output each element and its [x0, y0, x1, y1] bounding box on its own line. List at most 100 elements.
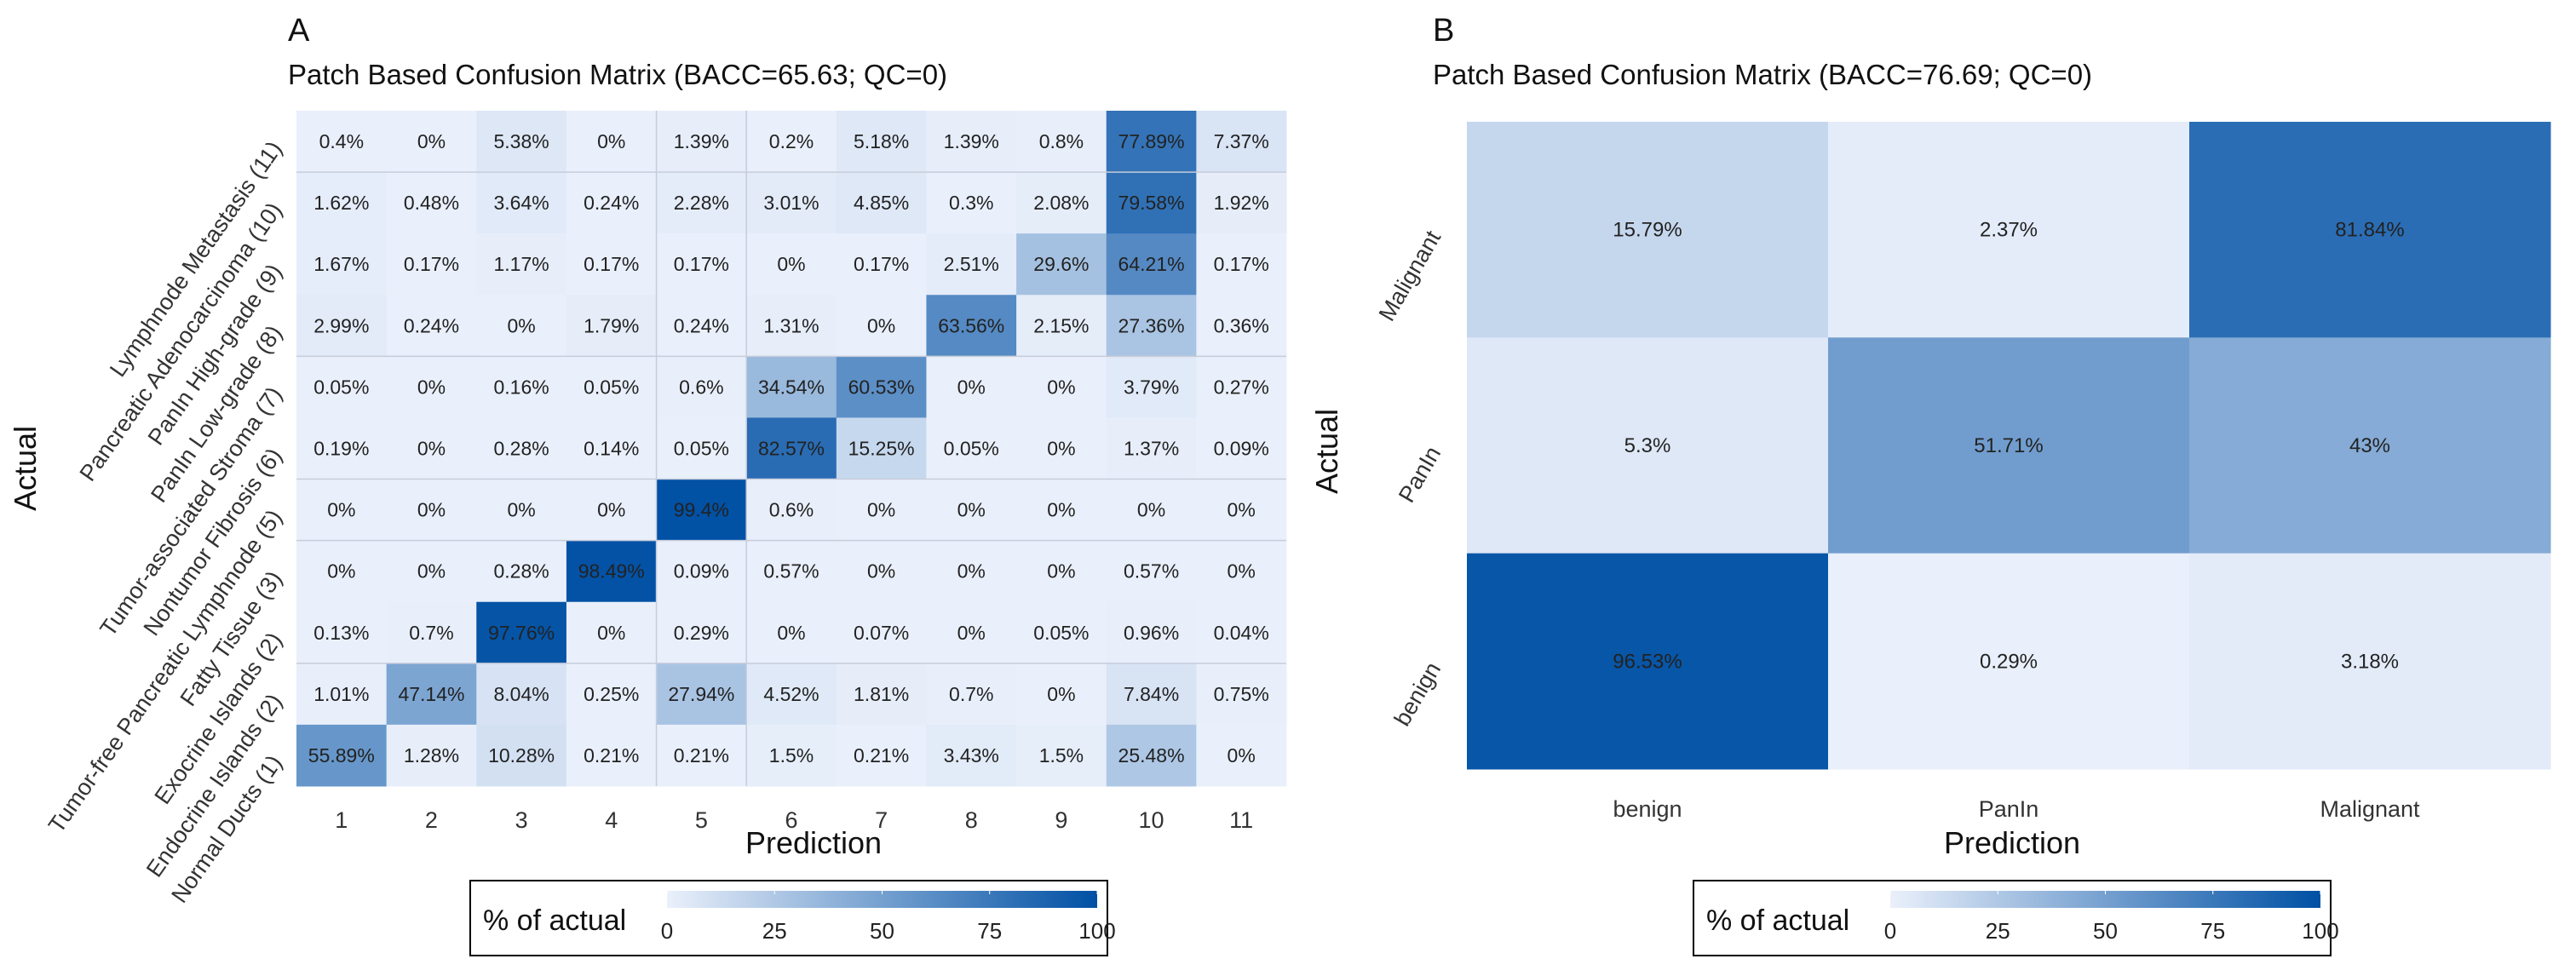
panel-a-cell	[1196, 601, 1287, 664]
panel-a-cell	[746, 601, 837, 664]
panel-a-cell	[1196, 724, 1287, 787]
panel-a-legend-ticks: 0 25 50 75 100	[661, 891, 1116, 944]
panel-a-cell	[746, 479, 837, 542]
panel-a-x-tick: 4	[605, 807, 618, 833]
panel-a-cell-label: 0.17%	[674, 253, 729, 275]
panel-a-cell	[386, 601, 477, 664]
panel-a-cell	[1016, 233, 1107, 296]
panel-a-cell	[566, 356, 658, 418]
panel-a-cell-label: 27.94%	[668, 683, 734, 705]
panel-a-cell-label: 1.62%	[313, 192, 369, 214]
panel-a-cell-label: 1.5%	[769, 744, 814, 766]
panel-a-cell-label: 1.01%	[313, 683, 369, 705]
panel-a-cell-label: 0.7%	[949, 683, 993, 705]
panel-a-cell	[746, 417, 837, 480]
panel-a-cell	[1196, 540, 1287, 603]
panel-a-cell	[296, 601, 388, 664]
panel-a-cell	[1196, 479, 1287, 542]
panel-a-cell	[296, 172, 388, 234]
panel-a-cell-label: 27.36%	[1118, 314, 1185, 336]
panel-a-cell	[836, 172, 927, 234]
panel-a-cell-label: 1.79%	[584, 314, 639, 336]
panel-a-cell-label: 0.05%	[313, 376, 369, 398]
panel-a-cell-label: 0%	[1137, 499, 1165, 521]
panel-a-cell-label: 0.24%	[674, 314, 729, 336]
panel-b-y-tick: Malignant	[1374, 226, 1446, 325]
panel-a-cell-label: 4.52%	[763, 683, 819, 705]
panel-b-x-tick: Malignant	[2320, 796, 2420, 822]
panel-a-heatmap: 0.4% 0% 5.38% 0% 1.39% 0.2% 5.18% 1.39% 0.8% 77.8…	[43, 111, 1287, 908]
panel-a-cell-label: 0%	[507, 314, 535, 336]
panel-a-legend: % of actual 0 25 50 75 100	[469, 880, 1116, 956]
panel-a-cell-label: 0.57%	[763, 560, 819, 583]
panel-a-cell-label: 0.05%	[584, 376, 639, 398]
panel-a-cell-label: 63.56%	[938, 314, 1004, 336]
panel-b-letter: B	[1433, 13, 1454, 49]
panel-b-cell-label: 81.84%	[2335, 219, 2404, 242]
panel-a-legend-tick-label: 100	[1078, 918, 1115, 944]
panel-a-x-tick: 11	[1229, 807, 1253, 833]
panel-a-cell	[656, 417, 747, 480]
panel-a-cell-label: 0%	[867, 560, 895, 583]
panel-a-cell-label: 0%	[957, 499, 986, 521]
panel-a-cell	[1196, 172, 1287, 234]
panel-a-cell	[746, 172, 837, 234]
panel-b-cell-label: 15.79%	[1613, 219, 1682, 242]
panel-a-cell-label: 0.96%	[1124, 622, 1179, 644]
panel-a-cell-label: 0%	[507, 499, 535, 521]
panel-a-cell-label: 0%	[1047, 560, 1075, 583]
panel-a-cell-label: 1.67%	[313, 253, 369, 275]
panel-a-cell	[656, 295, 747, 357]
panel-a-cell-label: 0.16%	[493, 376, 549, 398]
panel-a-cell-label: 47.14%	[398, 683, 464, 705]
panel-a-cell-label: 3.43%	[944, 744, 999, 766]
panel-a-cell	[566, 295, 658, 357]
panel-a-cell-label: 2.51%	[944, 253, 999, 275]
panel-a-cell-label: 0.09%	[1214, 438, 1269, 460]
panel-b-cell	[2189, 122, 2551, 338]
panel-a-cell-label: 0.6%	[769, 499, 814, 521]
panel-b-cell-label: 0.29%	[1980, 650, 2038, 673]
panel-a-cell-label: 25.48%	[1118, 744, 1185, 766]
panel-a-cell-label: 0%	[957, 376, 986, 398]
panel-b-legend-title: % of actual	[1706, 904, 1849, 937]
panel-a-cell	[476, 540, 567, 603]
panel-a-cell	[566, 233, 658, 296]
panel-a-cell-label: 15.25%	[848, 438, 915, 460]
panel-a-cell	[386, 111, 477, 173]
panel-a-cell-label: 0.17%	[584, 253, 639, 275]
panel-a-cell	[386, 724, 477, 787]
panel-a-cell	[926, 540, 1017, 603]
panel-a-cell	[836, 111, 927, 173]
panel-a-cell-label: 0%	[1047, 683, 1075, 705]
panel-a-cell	[1196, 111, 1287, 173]
panel-b-legend-tick-label: 50	[2093, 918, 2118, 944]
panel-a-cell-label: 1.5%	[1039, 744, 1084, 766]
panel-b-legend-ticks: 0 25 50 75 100	[1884, 891, 2339, 944]
panel-a-cell	[1106, 356, 1197, 418]
panel-a-cell	[656, 663, 747, 726]
panel-a-cell	[296, 233, 388, 296]
panel-a-cell-label: 10.28%	[488, 744, 555, 766]
panel-a-cell	[926, 111, 1017, 173]
panel-a-cell	[746, 663, 837, 726]
panel-b-cell	[1467, 337, 1829, 554]
panel-a-cell	[746, 111, 837, 173]
panel-a-cell-label: 64.21%	[1118, 253, 1185, 275]
panel-b-cell-label: 51.71%	[1974, 434, 2043, 457]
panel-a-cell-label: 0%	[957, 622, 986, 644]
panel-a-cell	[476, 295, 567, 357]
panel-a-cell-label: 0.04%	[1214, 622, 1269, 644]
panel-a-cell-label: 0.24%	[404, 314, 459, 336]
panel-a-cell	[1196, 663, 1287, 726]
panel-a-cell	[296, 724, 388, 787]
panel-b-cell-label: 5.3%	[1624, 434, 1671, 457]
panel-a-cell-label: 97.76%	[488, 622, 555, 644]
panel-a-cell	[476, 356, 567, 418]
panel-a-cell-label: 0%	[1228, 744, 1256, 766]
panel-a-legend-title: % of actual	[483, 904, 626, 937]
panel-a-cell	[836, 417, 927, 480]
panel-a-cell-label: 0.28%	[493, 560, 549, 583]
panel-a-cell-label: 0%	[417, 376, 446, 398]
